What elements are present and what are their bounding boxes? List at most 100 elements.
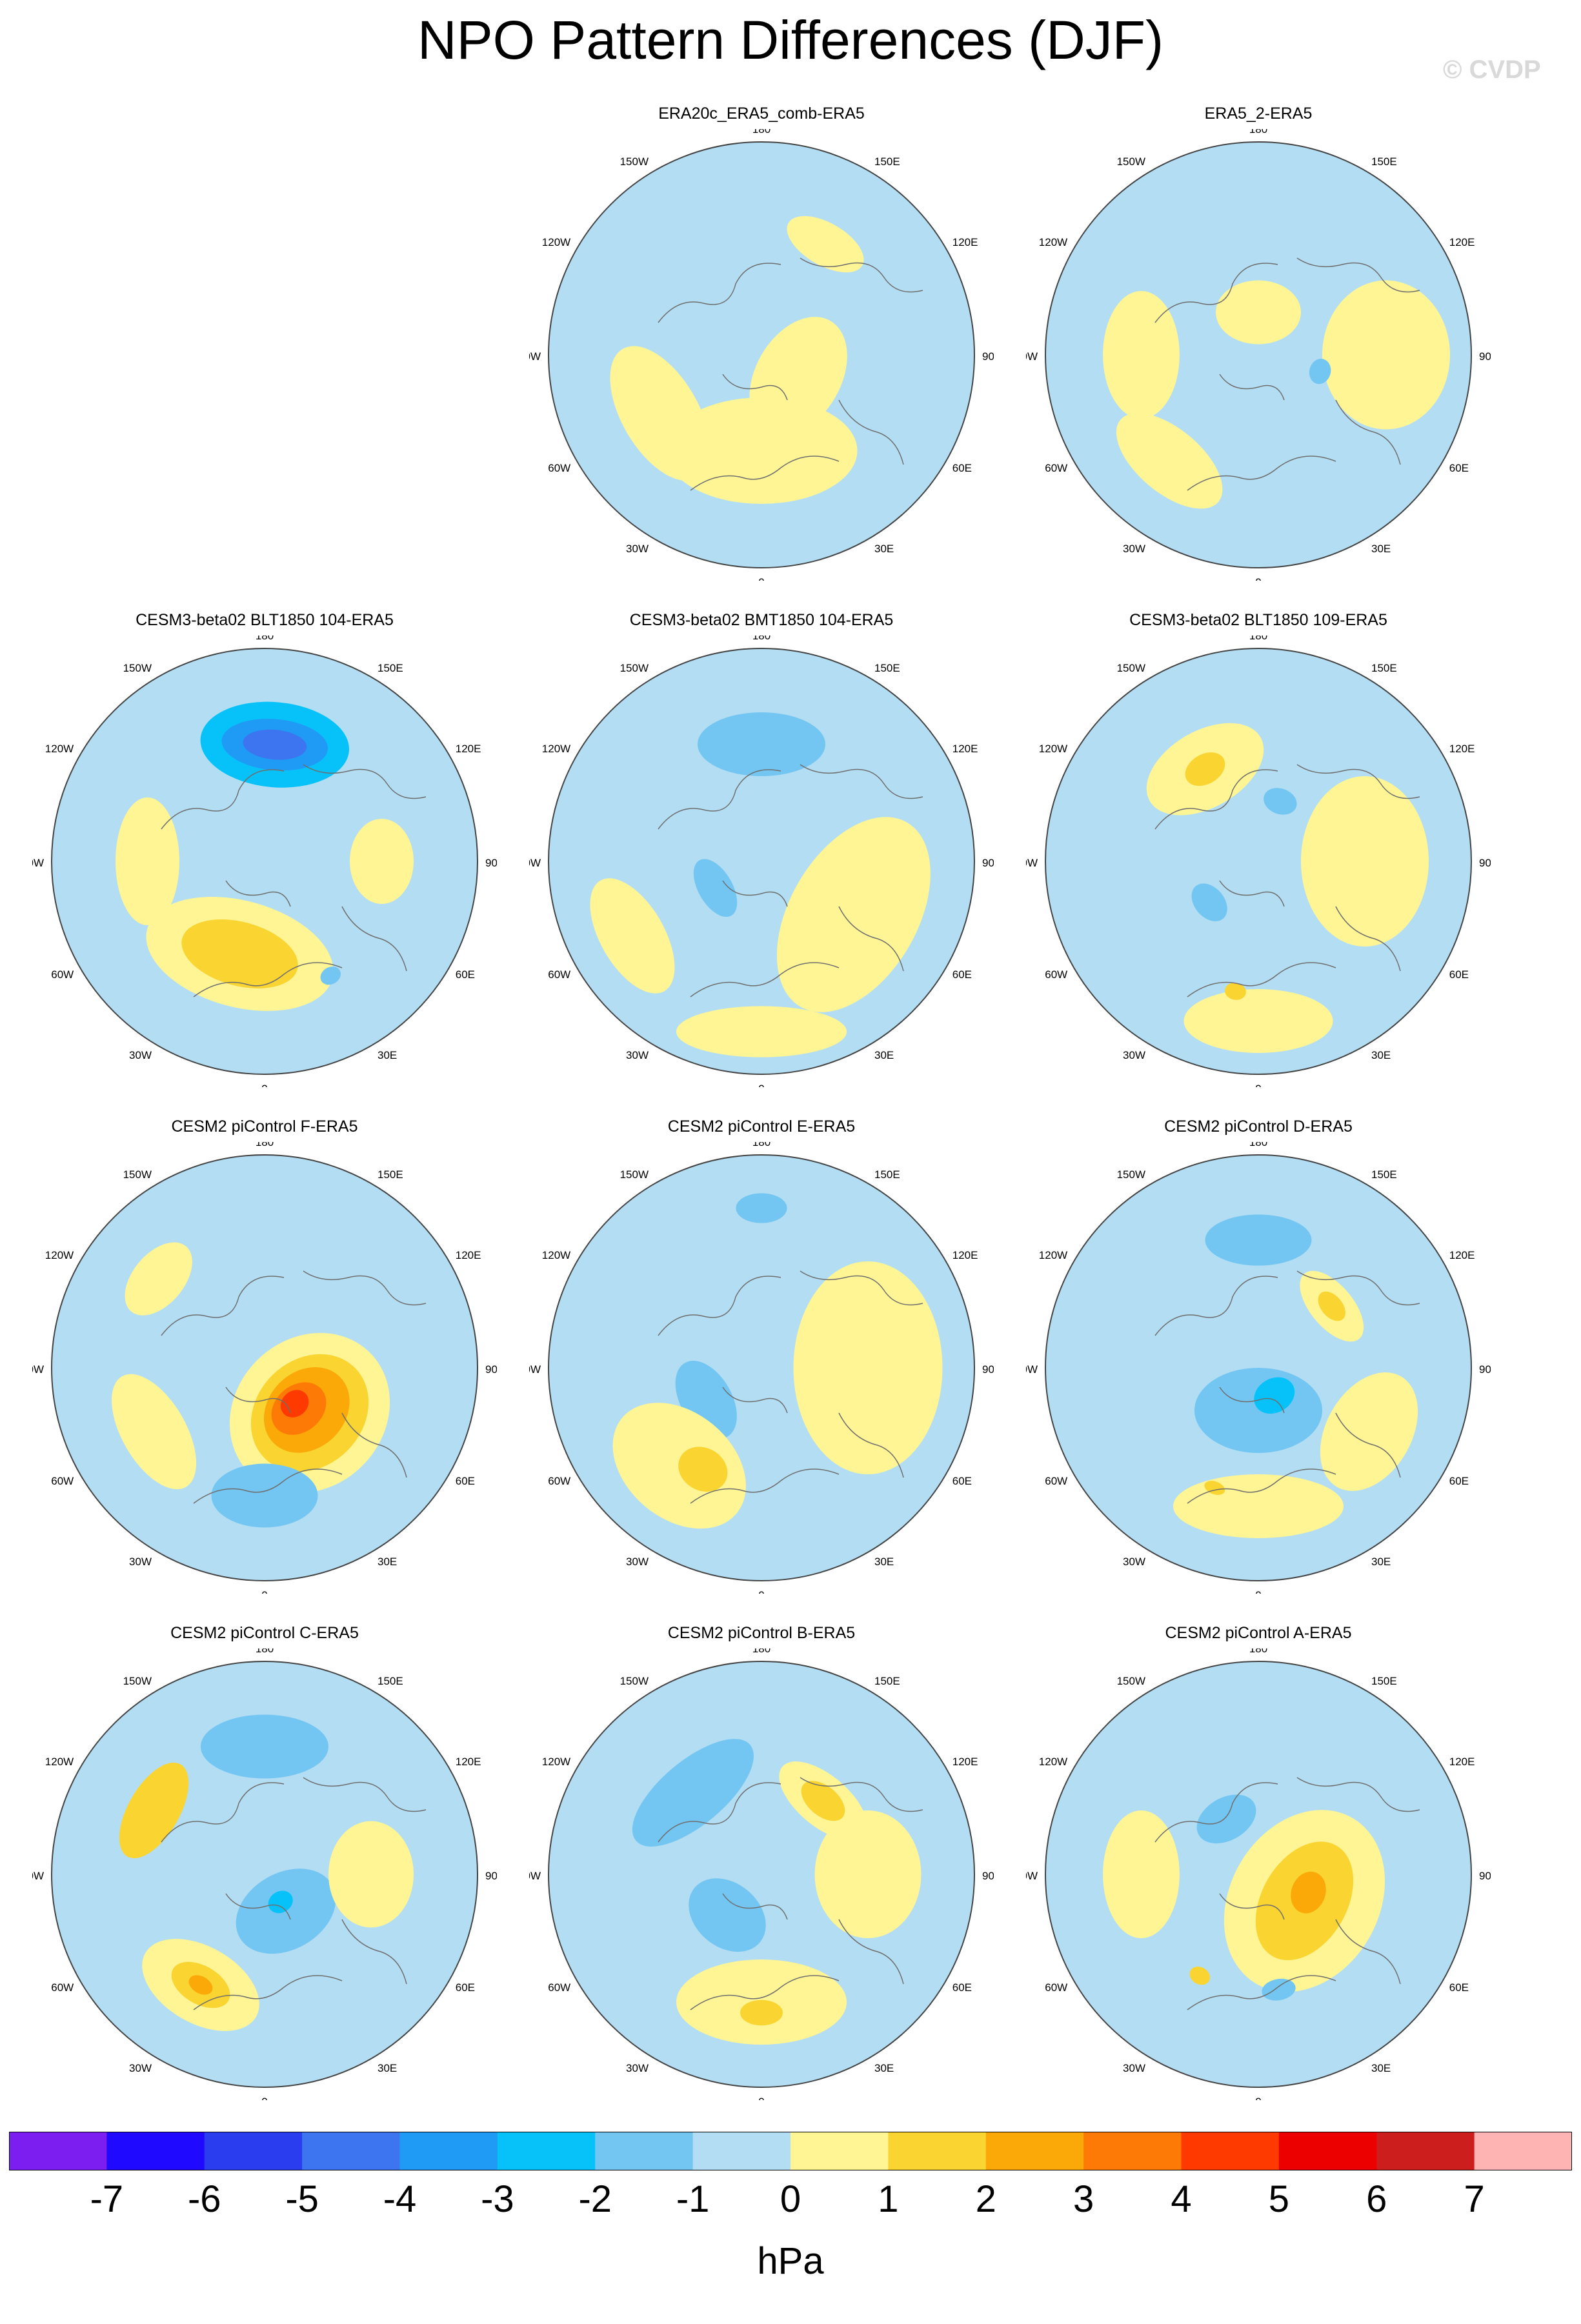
longitude-label: 60E	[1449, 1981, 1469, 1994]
positive-anomaly	[1318, 1291, 1345, 1321]
coastline	[838, 906, 904, 972]
longitude-label: 90W	[32, 1870, 44, 1882]
coastline	[1187, 1975, 1336, 2010]
longitude-label: 90W	[1026, 1363, 1038, 1376]
positive-anomaly	[1185, 752, 1225, 786]
positive-anomaly	[1291, 1871, 1326, 1914]
coastline	[800, 1270, 923, 1306]
colorbar-tick-label: -2	[578, 2178, 612, 2220]
longitude-label: 180	[256, 636, 274, 642]
longitude-label: 0	[261, 2096, 267, 2100]
longitude-label: 150E	[1371, 662, 1397, 674]
coastline	[161, 769, 285, 830]
map-boundary	[548, 141, 975, 568]
coastline	[838, 1919, 904, 1985]
coastline	[658, 1276, 781, 1336]
coastline	[1154, 263, 1278, 323]
longitude-label: 30E	[874, 543, 894, 555]
colorbar-bin	[9, 2132, 107, 2170]
coastline	[690, 962, 840, 997]
colorbar-bin	[595, 2132, 694, 2170]
longitude-label: 120E	[952, 236, 978, 248]
coastline	[1219, 374, 1285, 401]
coastline	[303, 1270, 427, 1306]
longitude-label: 180	[256, 1648, 274, 1655]
colorbar-bin	[302, 2132, 400, 2170]
colorbar-bin	[497, 2132, 596, 2170]
longitude-label: 150W	[620, 1675, 649, 1687]
longitude-label: 150E	[1371, 1168, 1397, 1181]
panel-title: CESM2 piControl C-ERA5	[170, 1624, 359, 1642]
longitude-label: 60E	[952, 1475, 972, 1487]
longitude-label: 120E	[456, 1756, 481, 1768]
longitude-label: 60E	[456, 968, 475, 981]
longitude-label: 60W	[1045, 1475, 1067, 1487]
longitude-label: 30W	[1123, 543, 1145, 555]
colorbar-tick-label: -3	[481, 2178, 514, 2220]
polar-map: 180 0 90W 90E 150W 120W 150E 120E 60W 30W 60E 30E	[32, 636, 497, 1087]
positive-anomaly	[119, 1762, 189, 1859]
longitude-label: 180	[1249, 1648, 1267, 1655]
polar-map: 180 0 90W 90E 150W 120W 150E 120E 60W 30W 60E 30E	[32, 1142, 497, 1594]
map-panel: CESM3-beta02 BMT1850 104-ERA5180090W90E1…	[529, 610, 994, 1087]
coastline	[303, 764, 427, 799]
panel-title: CESM2 piControl B-ERA5	[667, 1624, 856, 1642]
positive-anomaly	[801, 1781, 845, 1821]
positive-anomaly	[1103, 1810, 1180, 1938]
longitude-label: 150W	[620, 662, 649, 674]
longitude-label: 120E	[1449, 743, 1475, 755]
coastline	[1154, 1782, 1278, 1843]
colorbar-bin	[1083, 2132, 1182, 2170]
map-panel: CESM2 piControl D-ERA5 180 0 90W 90E 150W 120W…	[1026, 1116, 1491, 1594]
colorbar-bin	[985, 2132, 1084, 2170]
coastline	[1187, 1468, 1336, 1504]
negative-anomaly	[1262, 1978, 1296, 2001]
longitude-label: 150W	[123, 1168, 152, 1181]
map-boundary	[51, 648, 478, 1075]
longitude-label: 180	[1249, 1142, 1267, 1148]
colorbar-tick-label: 1	[878, 2178, 899, 2220]
longitude-label: 30E	[1371, 2062, 1391, 2074]
coastline	[838, 399, 904, 465]
coastline	[690, 1975, 840, 2010]
longitude-label: 30W	[626, 1556, 649, 1568]
longitude-label: 90E	[982, 350, 994, 363]
colorbar-tick-label: 3	[1072, 2178, 1094, 2220]
positive-anomaly	[188, 1975, 213, 1995]
colorbar-tick-label: 5	[1268, 2178, 1289, 2220]
longitude-label: 90E	[1479, 350, 1491, 363]
longitude-label: 90W	[529, 1870, 541, 1882]
longitude-label: 150E	[1371, 1675, 1397, 1687]
negative-anomaly	[1309, 359, 1331, 385]
longitude-label: 90W	[32, 1363, 44, 1376]
longitude-label: 150E	[874, 155, 900, 168]
coastline	[1219, 880, 1285, 907]
positive-anomaly	[350, 819, 414, 904]
longitude-label: 90E	[485, 1363, 497, 1376]
longitude-label: 180	[752, 1142, 770, 1148]
panel-title: CESM3-beta02 BLT1850 109-ERA5	[1129, 611, 1387, 629]
colorbar-tick-label: 0	[780, 2178, 801, 2220]
negative-anomaly	[268, 1890, 293, 1914]
colorbar-tick-label: -5	[285, 2178, 319, 2220]
positive-anomaly	[1216, 280, 1301, 345]
longitude-label: 90E	[982, 1870, 994, 1882]
longitude-label: 30E	[1371, 1556, 1391, 1568]
colorbar-tick-label: -7	[90, 2178, 124, 2220]
coastline	[193, 1975, 343, 2010]
positive-anomaly	[590, 878, 675, 994]
longitude-label: 30W	[626, 543, 649, 555]
coastline	[1219, 1893, 1285, 1920]
map-panel: CESM2 piControl E-ERA5 180 0 90W 90E 150W 120W…	[529, 1116, 994, 1594]
longitude-label: 30W	[129, 1049, 152, 1061]
negative-anomaly	[689, 1878, 766, 1952]
field-background	[1045, 648, 1471, 1074]
polar-map: 180 0 90W 90E 150W 120W 150E 120E 60W 30W 60E 30E	[529, 1142, 994, 1594]
polar-map: 180 0 90W 90E 150W 120W 150E 120E 60W 30W 60E 30E	[32, 1648, 497, 2100]
longitude-label: 120W	[45, 743, 74, 755]
polar-map: 180 0 90W 90E 150W 120W 150E 120E 60W 30W 60E 30E	[529, 1648, 994, 2100]
coastline	[1219, 1387, 1285, 1414]
panel-title: CESM2 piControl A-ERA5	[1165, 1624, 1352, 1642]
longitude-label: 180	[752, 129, 770, 135]
